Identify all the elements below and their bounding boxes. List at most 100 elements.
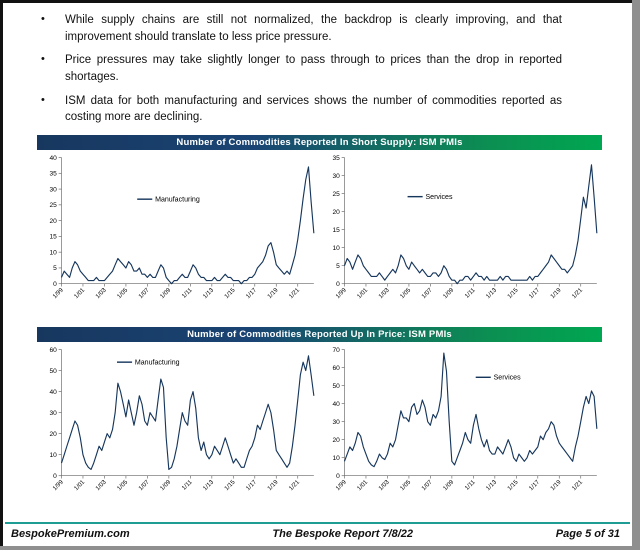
svg-text:1/21: 1/21: [288, 478, 302, 492]
chart-row: 0 10 20 30 40 50 60 1/99 1/01 1/03 1/05 1/07 1/09 1/1…: [37, 342, 602, 512]
svg-text:1/03: 1/03: [94, 478, 108, 492]
svg-text:1/11: 1/11: [463, 286, 476, 299]
svg-text:1/09: 1/09: [159, 478, 173, 492]
short-supply-chart-block: Number of Commodities Reported In Short …: [37, 135, 602, 320]
svg-text:50: 50: [332, 382, 340, 389]
svg-text:Manufacturing: Manufacturing: [155, 197, 200, 204]
svg-text:1/15: 1/15: [223, 286, 237, 300]
svg-text:60: 60: [49, 346, 57, 353]
chart-title-bar: Number of Commodities Reported In Short …: [37, 135, 602, 151]
footer-report-title: The Bespoke Report 7/8/22: [272, 528, 413, 540]
svg-text:30: 30: [49, 409, 57, 416]
svg-text:1/07: 1/07: [137, 286, 151, 300]
svg-text:1/99: 1/99: [334, 286, 348, 300]
chart-title-bar: Number of Commodities Reported Up In Pri…: [37, 326, 602, 342]
svg-text:0: 0: [336, 473, 340, 480]
svg-text:1/21: 1/21: [570, 286, 584, 300]
svg-text:1/05: 1/05: [116, 478, 130, 492]
svg-text:5: 5: [336, 263, 340, 270]
svg-text:70: 70: [332, 346, 340, 353]
svg-text:1/11: 1/11: [181, 286, 194, 299]
svg-text:1/01: 1/01: [73, 286, 87, 300]
svg-text:1/11: 1/11: [463, 478, 476, 491]
svg-text:1/09: 1/09: [441, 478, 455, 492]
svg-text:1/09: 1/09: [159, 286, 173, 300]
svg-text:0: 0: [336, 281, 340, 288]
svg-text:1/17: 1/17: [527, 286, 541, 300]
svg-text:10: 10: [49, 451, 57, 458]
svg-text:20: 20: [49, 218, 57, 225]
svg-text:Manufacturing: Manufacturing: [135, 359, 180, 366]
svg-text:1/03: 1/03: [377, 478, 391, 492]
svg-text:15: 15: [49, 234, 57, 241]
svg-text:1/13: 1/13: [484, 286, 498, 300]
svg-text:1/05: 1/05: [398, 478, 412, 492]
svg-text:40: 40: [49, 388, 57, 395]
footer-page-number: Page 5 of 31: [555, 528, 620, 540]
svg-text:0: 0: [53, 281, 57, 288]
svg-text:60: 60: [332, 364, 340, 371]
svg-text:1/03: 1/03: [377, 286, 391, 300]
svg-text:1/99: 1/99: [334, 478, 348, 492]
svg-text:1/07: 1/07: [137, 478, 151, 492]
svg-text:1/03: 1/03: [94, 286, 108, 300]
svg-text:1/07: 1/07: [420, 286, 434, 300]
svg-text:1/17: 1/17: [245, 286, 259, 300]
svg-text:1/13: 1/13: [202, 286, 216, 300]
svg-text:1/21: 1/21: [288, 286, 302, 300]
svg-text:25: 25: [332, 191, 340, 198]
svg-text:Services: Services: [493, 374, 520, 381]
up-in-price-chart-block: Number of Commodities Reported Up In Pri…: [37, 326, 602, 512]
bullet-text: While supply chains are still not normal…: [65, 14, 562, 43]
up-in-price-manufacturing-chart: 0 10 20 30 40 50 60 1/99 1/01 1/03 1/05 1/07 1/09 1/1…: [37, 342, 320, 512]
svg-text:1/17: 1/17: [245, 478, 259, 492]
svg-text:1/13: 1/13: [202, 478, 216, 492]
page-footer: BespokePremium.com The Bespoke Report 7/…: [3, 522, 632, 546]
footer-site-link: BespokePremium.com: [11, 528, 130, 540]
svg-text:1/01: 1/01: [355, 286, 369, 300]
svg-text:1/15: 1/15: [506, 286, 520, 300]
up-in-price-services-chart: 0 10 20 30 40 50 60 70 1/99 1/01 1/03 1/05 1/07 1/09 1…: [320, 342, 603, 512]
svg-text:1/01: 1/01: [73, 478, 87, 492]
svg-text:1/09: 1/09: [441, 286, 455, 300]
svg-text:1/19: 1/19: [266, 286, 280, 300]
list-item: • Price pressures may take slightly long…: [37, 52, 562, 85]
bullet-text: Price pressures may take slightly longer…: [65, 54, 562, 84]
svg-text:25: 25: [49, 202, 57, 209]
svg-text:0: 0: [53, 473, 57, 480]
svg-text:1/11: 1/11: [181, 478, 194, 491]
svg-text:1/99: 1/99: [51, 478, 65, 492]
svg-text:30: 30: [49, 186, 57, 193]
svg-text:20: 20: [332, 209, 340, 216]
svg-text:40: 40: [49, 155, 57, 162]
chart-title: Number of Commodities Reported In Short …: [176, 137, 463, 149]
svg-text:50: 50: [49, 367, 57, 374]
bullet-icon: •: [41, 93, 45, 106]
svg-text:35: 35: [49, 171, 57, 178]
footer-divider: [5, 522, 630, 524]
chart-row: 0 5 10 15 20 25 30 35 40 1/99 1/01 1/03 1/05 1/07 1/09…: [37, 150, 602, 320]
svg-text:30: 30: [332, 418, 340, 425]
svg-text:1/19: 1/19: [266, 478, 280, 492]
svg-text:15: 15: [332, 227, 340, 234]
svg-text:1/19: 1/19: [549, 286, 563, 300]
svg-text:1/15: 1/15: [223, 478, 237, 492]
svg-text:10: 10: [332, 454, 340, 461]
svg-text:30: 30: [332, 173, 340, 180]
svg-text:1/05: 1/05: [398, 286, 412, 300]
svg-text:1/17: 1/17: [527, 478, 541, 492]
chart-title: Number of Commodities Reported Up In Pri…: [187, 328, 452, 340]
svg-text:1/15: 1/15: [506, 478, 520, 492]
short-supply-services-chart: 0 5 10 15 20 25 30 35 1/99 1/01 1/03 1/05 1/07 1/09 1/…: [320, 150, 603, 320]
bullet-icon: •: [41, 13, 45, 25]
svg-text:1/19: 1/19: [549, 478, 563, 492]
svg-text:20: 20: [49, 430, 57, 437]
svg-text:10: 10: [332, 245, 340, 252]
bullet-icon: •: [41, 53, 45, 66]
svg-text:1/05: 1/05: [116, 286, 130, 300]
list-item: • While supply chains are still not norm…: [37, 12, 562, 45]
short-supply-manufacturing-chart: 0 5 10 15 20 25 30 35 40 1/99 1/01 1/03 1/05 1/07 1/09…: [37, 150, 320, 320]
svg-text:1/21: 1/21: [570, 478, 584, 492]
bullet-list: • While supply chains are still not norm…: [3, 3, 632, 135]
svg-text:10: 10: [49, 249, 57, 256]
